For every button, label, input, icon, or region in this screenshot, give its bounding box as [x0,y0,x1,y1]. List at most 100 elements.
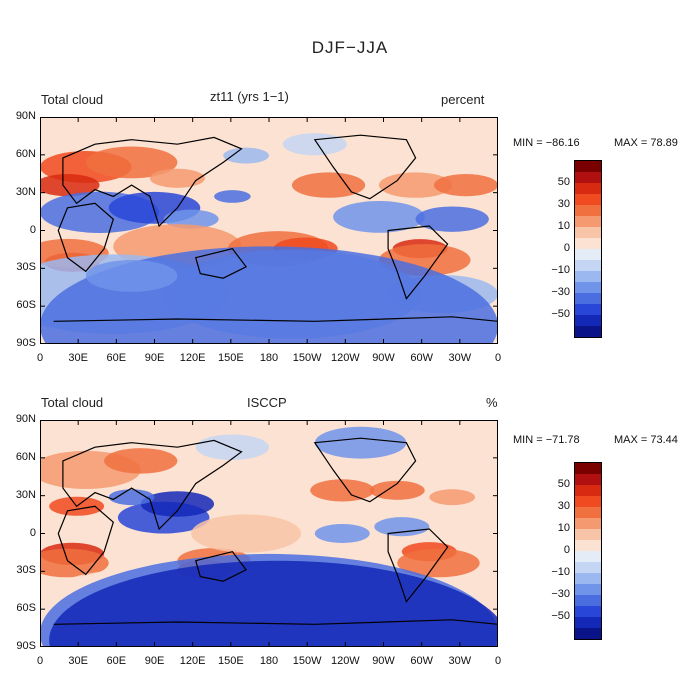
lat-tick-label: 30N [15,185,36,198]
colorbar-label: 50 [557,478,570,490]
colorbar-swatch [575,595,601,606]
colorbar-swatch [575,315,601,326]
field-contour-24 [85,260,178,292]
colorbar-swatch [575,249,601,260]
coastline-4 [387,528,449,603]
colorbar-label: 50 [557,176,570,188]
field-contour-22 [314,426,407,459]
field-contour-21 [49,560,498,647]
panel2-right-label: % [486,395,498,410]
lon-tick-label: 150E [217,655,244,667]
field-contour-4 [369,480,425,500]
coastline-5 [53,619,498,625]
colorbar-swatch [575,496,601,507]
lat-tick-label: 0 [29,526,36,539]
field-contour-19 [415,206,489,232]
lon-tick-label: 30E [68,352,88,364]
field-contour-6 [163,209,219,229]
colorbar-swatch [575,282,601,293]
colorbar-swatch [575,606,601,617]
panel1-max-text: MAX = 78.89 [614,137,678,149]
field-layer [40,420,498,647]
colorbar-swatch [575,227,601,238]
lat-tick-label: 90S [16,337,36,349]
lat-tick-label: 90N [15,413,36,425]
lat-tick-label: 30S [16,564,36,577]
panel1-center-label: zt11 (yrs 1−1) [210,89,289,104]
lon-tick-label: 60E [106,352,127,364]
colorbar-swatch [575,584,601,595]
colorbar-swatch [575,161,601,172]
colorbar-swatch [575,474,601,485]
lat-tick-label: 60S [16,602,36,615]
colorbar-swatch [575,293,601,304]
field-contour-3 [310,479,375,502]
lat-tick-label: 30S [16,261,36,274]
colorbar-swatch [575,271,601,282]
panel2-map [40,420,498,647]
colorbar-swatch [575,628,601,639]
lon-tick-label: 150W [292,655,322,667]
coastline-1 [57,505,114,576]
lon-tick-label: 150W [292,352,322,364]
colorbar-swatch [575,238,601,249]
lon-tick-label: 30E [68,655,88,667]
panel1-min-text: MIN = −86.16 [513,137,580,149]
lon-tick-label: 30W [448,655,472,667]
lon-tick-label: 120E [179,655,206,667]
field-contour-16 [397,548,480,578]
coastline-2 [194,248,248,279]
panel1-right-label: percent [441,92,485,107]
colorbar-swatch [575,260,601,271]
lon-tick-label: 180 [259,352,279,364]
colorbar-swatch [575,540,601,551]
field-contour-18 [333,200,425,233]
panel2-colorbar [574,462,602,640]
field-contour-25 [223,147,269,164]
field-contour-7 [214,190,251,203]
panel1-colorbar [574,160,602,338]
colorbar-label: −10 [551,264,570,276]
field-contour-12 [40,548,109,578]
colorbar-swatch [575,617,601,628]
panel1-left-label: Total cloud [41,92,104,107]
lon-tick-label: 180 [259,655,279,667]
colorbar-label: −30 [551,286,570,298]
colorbar-swatch [575,194,601,205]
field-contour-8 [108,489,155,506]
figure-title: DJF−JJA [311,38,389,57]
panel2-min-text: MIN = −71.78 [513,434,580,446]
colorbar-label: −10 [551,566,570,578]
lon-tick-label: 90E [144,655,165,667]
lon-tick-label: 0 [494,655,502,667]
colorbar-swatch [575,551,601,562]
colorbar-swatch [575,529,601,540]
coastline-2 [194,551,248,582]
panel2-center-label: ISCCP [247,395,287,410]
field-contour-5 [429,489,476,506]
colorbar-label: 30 [557,198,570,210]
lon-tick-label: 120E [179,352,206,364]
coastline-5 [53,316,498,322]
colorbar-swatch [575,573,601,584]
coastline-0 [62,439,243,531]
lon-tick-label: 0 [494,352,502,364]
coastline-3 [313,437,417,503]
lat-tick-label: 60N [15,147,36,160]
colorbar-swatch [575,216,601,227]
field-contour-2 [40,173,100,197]
field-layer [40,117,498,344]
colorbar-label: 30 [557,500,570,512]
lon-tick-label: 60E [106,655,127,667]
colorbar-label: 0 [563,544,570,556]
colorbar-swatch [575,172,601,183]
colorbar-swatch [575,183,601,194]
field-contour-15 [291,172,366,198]
lon-tick-label: 90E [144,352,165,364]
lat-tick-label: 90N [15,110,36,122]
lon-tick-label: 60W [410,352,433,364]
colorbar-label: 10 [557,220,570,232]
lon-tick-label: 0 [36,352,44,364]
coastline-0 [62,136,243,228]
field-contour-3 [149,168,205,188]
